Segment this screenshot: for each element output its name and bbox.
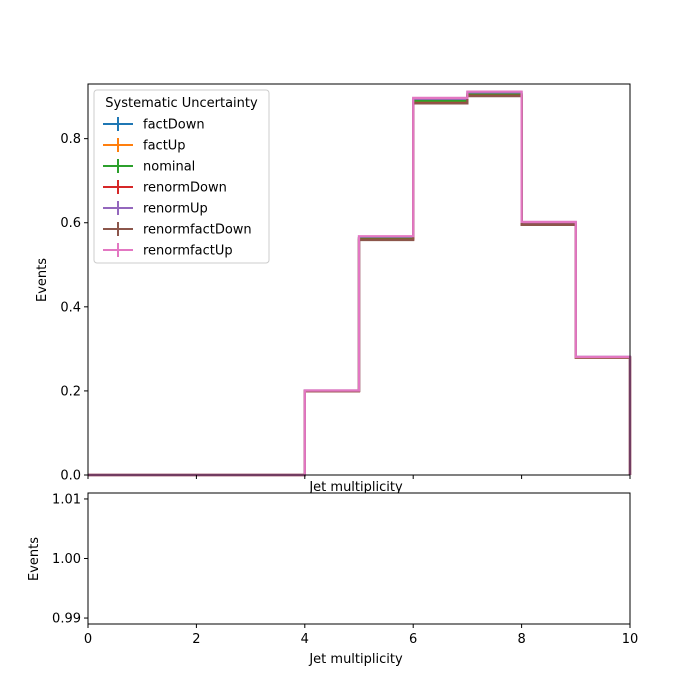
main-y-tick-label: 0.2	[60, 384, 81, 399]
main-plot: 0.00.20.40.60.8 Jet multiplicity Events …	[35, 83, 632, 495]
ratio-x-tick-label: 10	[622, 632, 639, 647]
ratio-x-tick-label: 4	[301, 632, 309, 647]
legend-entry-renormfactDown: renormfactDown	[103, 222, 252, 238]
legend-entry-renormfactUp: renormfactUp	[103, 243, 233, 259]
legend-entry-renormUp: renormUp	[103, 201, 208, 217]
main-x-axis-label: Jet multiplicity	[308, 480, 403, 495]
legend: Systematic Uncertainty factDown factUp nom…	[93, 89, 270, 264]
main-x-ticks	[87, 475, 631, 479]
main-y-tick-label: 0.0	[60, 469, 81, 484]
ratio-plot: 0.99 1.00 1.01 0 2 4 6 8 10 Jet multiplicity Ev…	[27, 492, 638, 667]
legend-entry-nominal: nominal	[103, 159, 195, 175]
main-plot-frame	[87, 83, 631, 476]
legend-entry-renormDown: renormDown	[103, 180, 227, 196]
ratio-x-tick-label: 2	[192, 632, 200, 647]
ratio-x-tick-label: 8	[517, 632, 525, 647]
legend-label: renormfactDown	[143, 223, 252, 238]
legend-label: renormfactUp	[143, 244, 233, 259]
ratio-y-tick-label: 0.99	[52, 612, 81, 627]
ratio-y-axis-label: Events	[27, 537, 42, 581]
ratio-plot-frame	[87, 492, 631, 625]
main-y-ticks: 0.0 0.2 0.4 0.6 0.8	[60, 132, 88, 484]
ratio-y-ticks: 0.99 1.00 1.01	[52, 492, 88, 627]
legend-label: nominal	[143, 160, 195, 175]
legend-entry-factDown: factDown	[103, 117, 205, 133]
ratio-x-tick-label: 0	[84, 632, 92, 647]
legend-label: factUp	[143, 139, 186, 154]
legend-label: renormDown	[143, 181, 227, 196]
ratio-y-tick-label: 1.00	[52, 552, 81, 567]
legend-entries: factDown factUp nominal renormDown renormUp r…	[103, 117, 252, 259]
ratio-x-axis-label: Jet multiplicity	[308, 652, 403, 667]
ratio-plot-area	[88, 493, 630, 624]
ratio-x-ticks: 0 2 4 6 8 10	[84, 624, 638, 647]
legend-box	[93, 89, 270, 264]
legend-label: renormUp	[143, 202, 208, 217]
legend-entry-factUp: factUp	[103, 138, 186, 154]
ratio-x-tick-label: 6	[409, 632, 417, 647]
legend-label: factDown	[143, 118, 205, 133]
main-y-tick-label: 0.4	[60, 300, 81, 315]
ratio-y-tick-label: 1.01	[52, 492, 81, 507]
main-y-axis-label: Events	[35, 258, 50, 302]
main-y-tick-label: 0.6	[60, 216, 81, 231]
main-y-tick-label: 0.8	[60, 132, 81, 147]
legend-title: Systematic Uncertainty	[105, 96, 258, 111]
